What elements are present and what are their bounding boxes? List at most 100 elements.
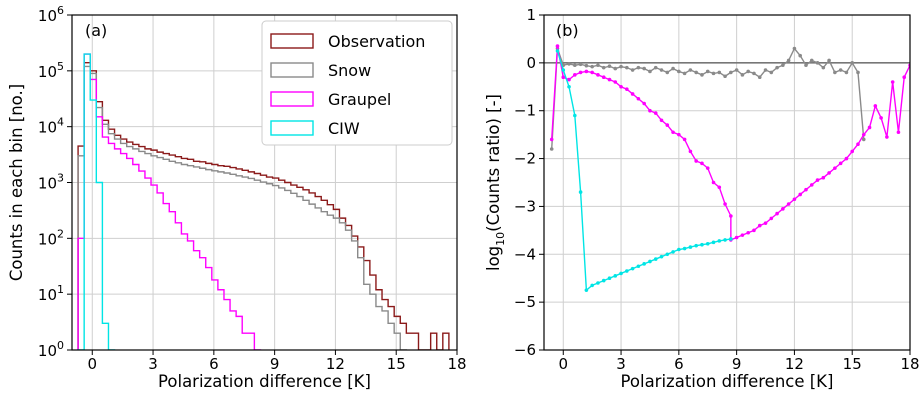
series-graupel-point bbox=[625, 87, 629, 91]
series-ciw-point bbox=[573, 113, 577, 118]
series-snow-point bbox=[711, 71, 716, 76]
panel-label-a: (a) bbox=[85, 21, 107, 40]
x-tick-label: 9 bbox=[732, 355, 742, 373]
series-ciw-point bbox=[630, 266, 635, 271]
series-ciw-point bbox=[671, 250, 675, 254]
series-graupel-point bbox=[734, 235, 739, 240]
series-graupel-point bbox=[567, 77, 571, 82]
series-graupel-point bbox=[601, 75, 606, 80]
series-snow-point bbox=[769, 70, 774, 75]
series-snow-point bbox=[781, 63, 785, 68]
series-snow-point bbox=[786, 58, 791, 63]
series-graupel-point bbox=[717, 185, 722, 190]
x-axis-label-a: Polarization difference [K] bbox=[158, 372, 371, 391]
series-snow-point bbox=[752, 71, 756, 76]
series-graupel-point bbox=[723, 202, 727, 206]
series-graupel-point bbox=[677, 132, 681, 137]
series-snow-point bbox=[659, 68, 664, 72]
series-snow-point bbox=[705, 69, 710, 74]
series-graupel-point bbox=[596, 73, 600, 77]
series-snow-step bbox=[77, 65, 408, 350]
legend-label-observation: Observation bbox=[328, 32, 425, 51]
series-graupel-point bbox=[879, 116, 883, 120]
series-snow-point bbox=[694, 70, 698, 75]
series-ciw-point bbox=[729, 237, 733, 241]
series-graupel-point bbox=[821, 175, 826, 180]
series-graupel-point bbox=[555, 44, 560, 48]
legend-label-ciw: CIW bbox=[328, 119, 360, 138]
series-snow-point bbox=[630, 68, 635, 72]
series-graupel-point bbox=[729, 214, 733, 218]
x-tick-label: 9 bbox=[270, 355, 280, 373]
legend-swatch-ciw bbox=[270, 120, 314, 136]
series-snow-point bbox=[578, 62, 583, 67]
series-snow-point bbox=[740, 73, 745, 77]
series-snow-point bbox=[607, 64, 612, 69]
series-snow-point bbox=[746, 69, 750, 74]
series-ciw-point bbox=[636, 264, 641, 269]
series-graupel-point bbox=[630, 92, 635, 96]
x-tick-label: 18 bbox=[900, 355, 919, 373]
series-snow-point bbox=[861, 137, 866, 142]
series-ciw-step bbox=[77, 53, 116, 350]
x-tick-label: 15 bbox=[843, 355, 862, 373]
series-graupel-point bbox=[653, 111, 658, 115]
plot-frame-b bbox=[543, 14, 911, 351]
legend-swatch-graupel bbox=[270, 91, 314, 107]
series-graupel-point bbox=[769, 216, 774, 221]
series-graupel-point bbox=[856, 142, 860, 147]
series-graupel-point bbox=[659, 118, 664, 123]
y-tick-label: 103 bbox=[38, 172, 64, 193]
series-ciw-point bbox=[625, 269, 629, 273]
series-observation-step bbox=[77, 61, 450, 350]
series-graupel-point bbox=[561, 75, 566, 80]
series-snow-point bbox=[734, 68, 739, 72]
x-tick-label: 0 bbox=[558, 355, 568, 373]
series-snow-point bbox=[757, 75, 762, 80]
series-graupel-point bbox=[584, 69, 589, 74]
series-graupel-point bbox=[711, 180, 716, 185]
series-snow-point bbox=[567, 62, 571, 66]
series-snow-point bbox=[682, 71, 687, 76]
series-graupel-point bbox=[775, 211, 779, 216]
y-tick-label: −1 bbox=[514, 102, 536, 120]
series-graupel-point bbox=[671, 130, 675, 135]
series-snow-point bbox=[798, 53, 802, 58]
y-tick-label: 106 bbox=[38, 4, 64, 25]
series-snow-point bbox=[856, 70, 860, 75]
series-graupel-point bbox=[705, 166, 710, 170]
y-tick-label: −3 bbox=[514, 197, 536, 215]
series-ciw-point bbox=[648, 259, 652, 264]
legend-label-snow: Snow bbox=[328, 61, 371, 80]
series-graupel-point bbox=[700, 161, 704, 166]
series-graupel-point bbox=[781, 207, 785, 211]
panel-b-ratio: 0 3 6 9 12 15 18 1 0 −1 −2 −3 −4 −5 −6 Polarization dif… bbox=[484, 6, 920, 391]
y-tick-label: −5 bbox=[514, 293, 536, 311]
x-tick-label: 12 bbox=[785, 355, 804, 373]
series-graupel-point bbox=[896, 130, 901, 135]
series-graupel-point bbox=[746, 230, 750, 235]
x-tick-label: 15 bbox=[387, 355, 406, 373]
y-tick-label: −6 bbox=[514, 341, 536, 359]
series-ciw-point bbox=[584, 288, 589, 292]
panel-label-b: (b) bbox=[556, 21, 579, 40]
series-ciw-point bbox=[723, 238, 727, 242]
series-snow-point bbox=[677, 69, 681, 74]
series-graupel-point bbox=[809, 183, 814, 187]
series-ciw-point bbox=[653, 257, 658, 261]
y-tick-label: 104 bbox=[38, 116, 64, 137]
series-graupel-point bbox=[636, 96, 641, 101]
series-ciw-point bbox=[578, 190, 583, 194]
series-ciw-point bbox=[694, 243, 698, 248]
series-ciw-point bbox=[555, 49, 560, 53]
y-tick-label: −2 bbox=[514, 150, 536, 168]
series-snow-point bbox=[625, 65, 629, 70]
legend-frame bbox=[261, 20, 453, 146]
series-snow-point bbox=[619, 64, 623, 69]
series-snow-point bbox=[653, 65, 658, 70]
y-tick-label: 105 bbox=[38, 60, 64, 81]
series-snow-point bbox=[775, 65, 779, 70]
series-snow-point bbox=[821, 65, 826, 70]
series-ciw-point bbox=[567, 84, 571, 89]
